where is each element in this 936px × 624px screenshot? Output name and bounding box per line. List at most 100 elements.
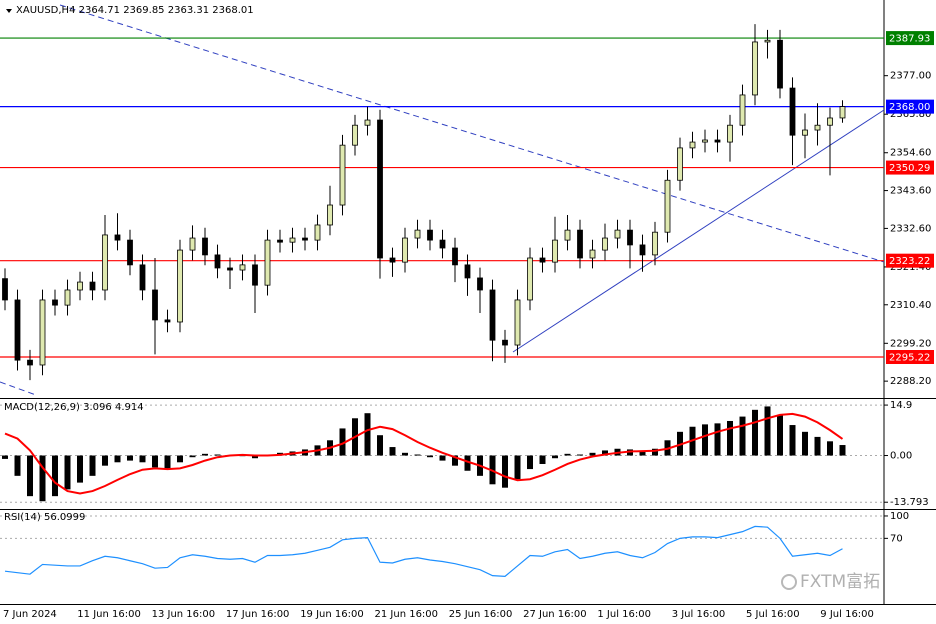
candle-body bbox=[52, 299, 58, 306]
candle-body bbox=[502, 339, 508, 346]
candle-body bbox=[614, 229, 621, 239]
macd-bar bbox=[14, 455, 21, 476]
macd-bar bbox=[127, 455, 133, 461]
macd-bar bbox=[639, 451, 646, 456]
macd-bar bbox=[164, 455, 171, 470]
candle-body bbox=[14, 299, 21, 361]
indicator-title: MACD(12,26,9) bbox=[4, 402, 80, 413]
candle-body bbox=[602, 237, 608, 251]
macd-bar bbox=[464, 455, 471, 471]
candle-body bbox=[2, 278, 8, 301]
macd-bar bbox=[39, 455, 46, 502]
macd-bar bbox=[502, 455, 508, 488]
indicator-title: XAUUSD,H4 bbox=[16, 5, 75, 16]
macd-bar bbox=[702, 424, 708, 456]
macd-bar bbox=[827, 441, 833, 456]
macd-bar bbox=[189, 455, 196, 458]
macd-bar bbox=[577, 454, 583, 456]
candle-body bbox=[164, 319, 171, 323]
candle-body bbox=[489, 289, 496, 341]
macd-value: 3.096 bbox=[83, 402, 112, 413]
candle-body bbox=[189, 237, 196, 251]
macd-bar bbox=[527, 455, 533, 470]
y-tick-label: 14.9 bbox=[890, 400, 912, 411]
macd-bar bbox=[714, 423, 721, 456]
y-tick-label: 70 bbox=[890, 533, 903, 544]
candle-body bbox=[639, 244, 646, 256]
candle-body bbox=[564, 229, 571, 241]
candle-body bbox=[802, 129, 808, 136]
candle-body bbox=[227, 267, 233, 271]
macd-bar bbox=[214, 454, 221, 456]
candle-body bbox=[839, 106, 846, 119]
x-tick-label: 1 Jul 16:00 bbox=[597, 609, 651, 620]
macd-bar bbox=[64, 455, 71, 490]
level-label-box bbox=[886, 31, 934, 46]
watermark: FXTM富拓 bbox=[781, 572, 880, 592]
candle-body bbox=[89, 281, 96, 291]
macd-bar bbox=[139, 455, 146, 463]
candle-body bbox=[327, 204, 333, 226]
ohlc-value: 2364.71 bbox=[79, 5, 120, 16]
x-tick-label: 7 Jun 2024 bbox=[3, 609, 57, 620]
candle-body bbox=[464, 264, 471, 279]
y-tick-label: 2365.80 bbox=[890, 109, 931, 120]
candle-body bbox=[377, 119, 383, 259]
rsi-value: 56.0999 bbox=[44, 512, 85, 523]
macd-bar bbox=[402, 452, 408, 456]
macd-bar bbox=[114, 455, 121, 463]
macd-bar bbox=[377, 435, 383, 456]
candle-body bbox=[514, 299, 521, 346]
candle-body bbox=[814, 124, 821, 131]
rising-trendline bbox=[512, 109, 885, 353]
watermark-icon bbox=[781, 574, 797, 590]
candle-body bbox=[114, 234, 121, 241]
macd-bar bbox=[564, 453, 571, 456]
macd-bar bbox=[77, 455, 83, 483]
pane-header: RSI(14) 56.0999 bbox=[4, 512, 85, 523]
trendlines bbox=[0, 4, 885, 396]
macd-bar bbox=[739, 416, 746, 456]
macd-bar bbox=[2, 455, 8, 459]
macd-bar bbox=[452, 455, 458, 466]
x-tick-label: 17 Jun 16:00 bbox=[226, 609, 290, 620]
y-tick-label: -13.793 bbox=[890, 497, 929, 508]
x-tick-label: 21 Jun 16:00 bbox=[375, 609, 439, 620]
candle-body bbox=[102, 234, 108, 291]
x-tick-label: 9 Jul 16:00 bbox=[820, 609, 874, 620]
y-tick-label: 0.00 bbox=[890, 451, 912, 462]
candle-body bbox=[202, 237, 208, 256]
candle-body bbox=[439, 239, 446, 249]
candle-body bbox=[352, 124, 358, 146]
candle-body bbox=[27, 359, 33, 366]
candle-body bbox=[127, 239, 133, 266]
macd-bar bbox=[52, 455, 58, 497]
macd-bar bbox=[789, 425, 796, 456]
candle-body bbox=[727, 124, 733, 143]
candle-body bbox=[252, 264, 258, 286]
candle-body bbox=[664, 179, 671, 233]
signal-value: 4.914 bbox=[115, 402, 144, 413]
macd-bar bbox=[239, 455, 246, 457]
candle-body bbox=[214, 254, 221, 269]
candle-body bbox=[289, 237, 296, 243]
candle-body bbox=[364, 119, 371, 126]
y-tick-label: 2377.00 bbox=[890, 71, 931, 82]
ohlc-value: 2363.31 bbox=[168, 5, 209, 16]
candle-body bbox=[702, 139, 708, 143]
macd-bar bbox=[364, 413, 371, 456]
candle-body bbox=[652, 231, 658, 256]
x-tick-label: 11 Jun 16:00 bbox=[77, 609, 141, 620]
macd-bar bbox=[602, 450, 608, 456]
candle-body bbox=[552, 239, 558, 263]
macd-bar bbox=[252, 455, 258, 459]
y-tick-label: 2354.60 bbox=[890, 148, 931, 159]
watermark-text: FXTM富拓 bbox=[800, 572, 880, 592]
macd-bar bbox=[652, 448, 658, 456]
ohlc-value: 2369.85 bbox=[123, 5, 164, 16]
macd-bar bbox=[152, 455, 158, 468]
level-label-box bbox=[886, 253, 934, 268]
level-label-box bbox=[886, 349, 934, 364]
candle-body bbox=[689, 141, 696, 149]
